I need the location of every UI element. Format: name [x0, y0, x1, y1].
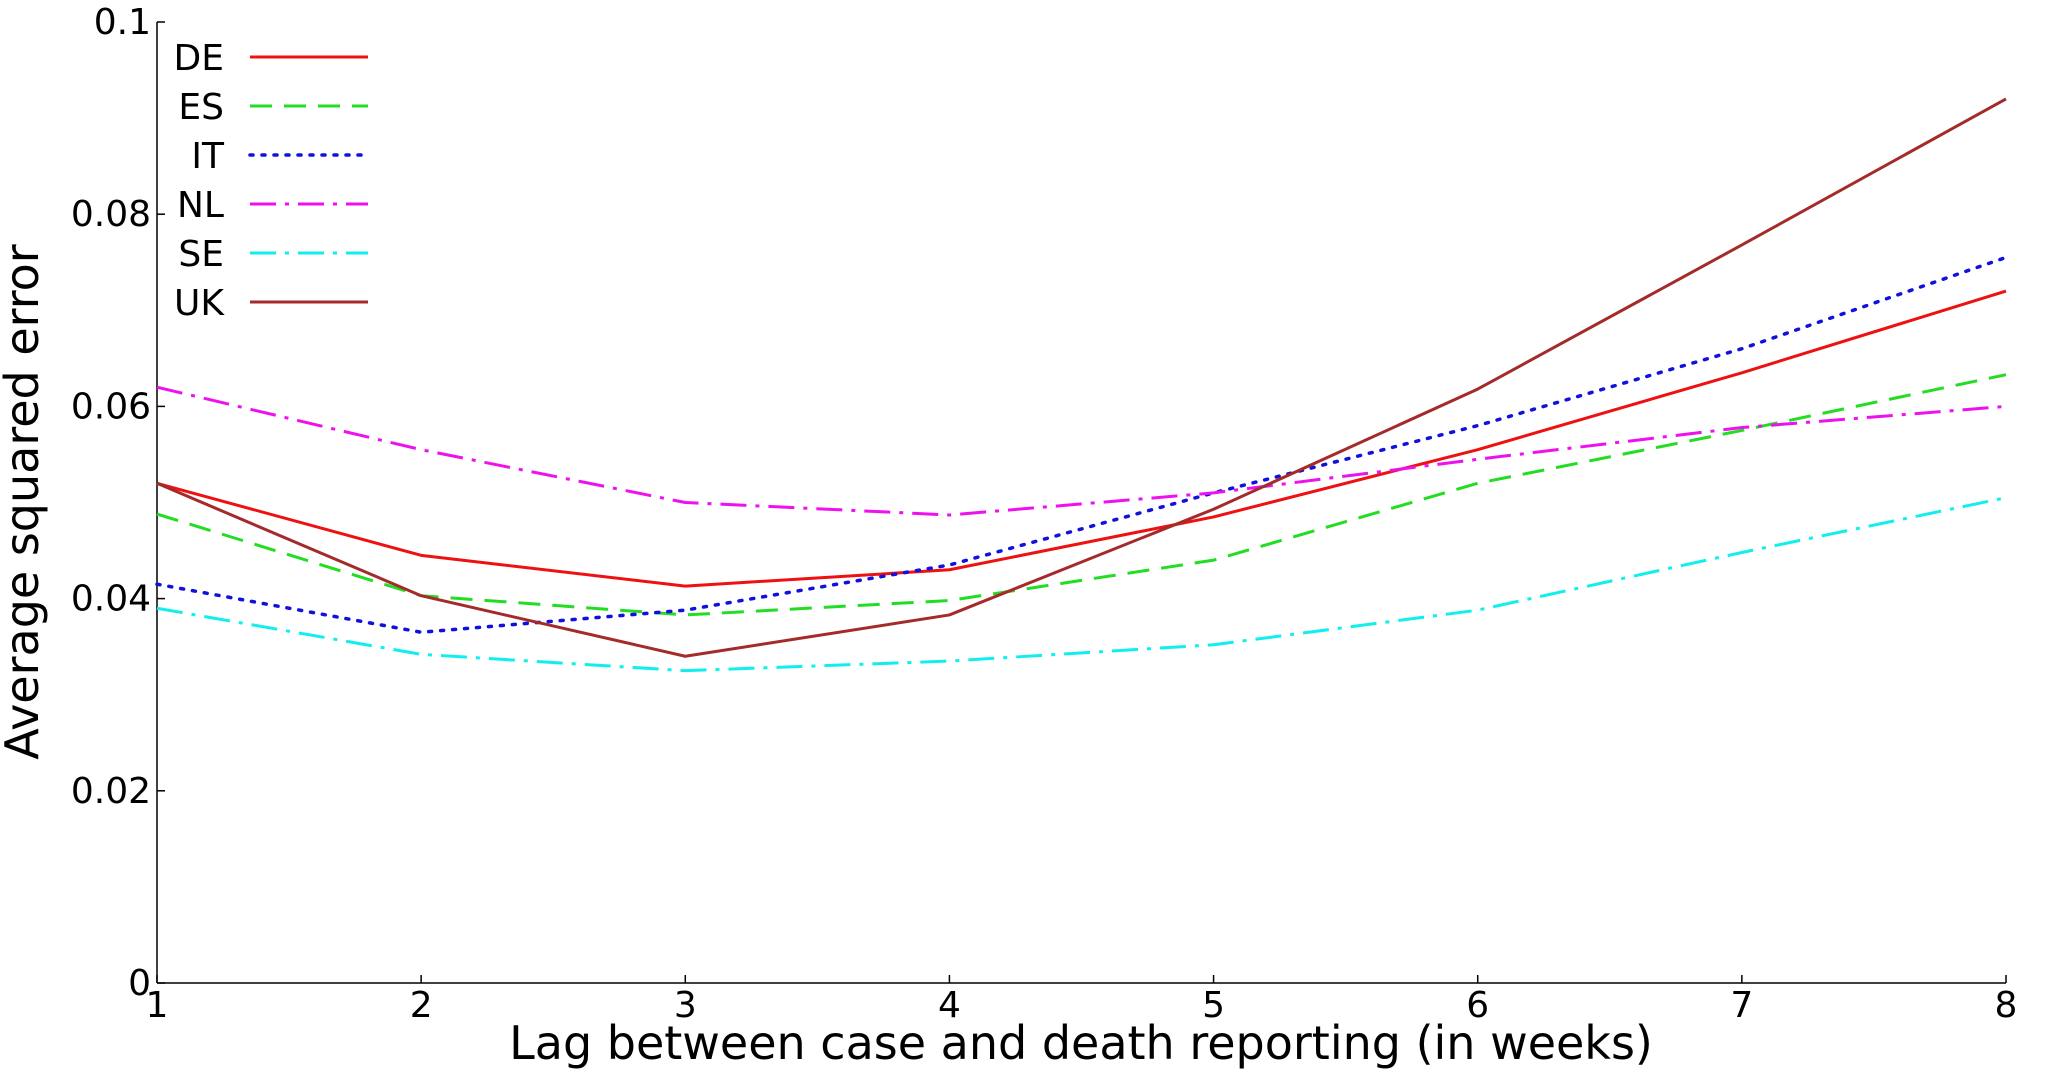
y-tick-label: 0.08: [71, 194, 151, 235]
x-tick-label: 2: [410, 985, 433, 1026]
x-tick-label: 7: [1730, 985, 1753, 1026]
series-group: [155, 97, 2008, 673]
legend-item-uk: UK: [174, 283, 368, 324]
legend-item-de: DE: [174, 38, 368, 79]
legend-item-se: SE: [178, 234, 368, 275]
legend-item-it: IT: [191, 136, 370, 177]
x-tick-label: 5: [1202, 985, 1225, 1026]
x-tick-label: 6: [1466, 985, 1489, 1026]
series-line-se: [156, 496, 2007, 673]
x-ticks: 1 2 3 4 5 6 7 8: [146, 975, 2018, 1026]
series-line-de: [156, 289, 2007, 588]
x-tick-label: 8: [1995, 985, 2018, 1026]
series-line-uk: [156, 97, 2007, 658]
y-tick-label: 0.06: [71, 386, 151, 427]
y-tick-label: 0: [128, 963, 151, 1004]
legend-item-nl: NL: [177, 185, 368, 226]
legend-label: DE: [174, 38, 224, 79]
x-axis-title: Lag between case and death reporting (in…: [509, 1016, 1653, 1070]
x-tick-label: 4: [938, 985, 961, 1026]
legend-label: SE: [178, 234, 224, 275]
x-tick-label: 1: [146, 985, 169, 1026]
legend-label: NL: [177, 185, 224, 226]
legend: DE ES IT NL SE UK: [174, 38, 370, 324]
axes: [156, 22, 2006, 984]
y-tick-label: 0.02: [71, 771, 151, 812]
y-tick-label: 0.1: [94, 2, 151, 43]
legend-label: UK: [174, 283, 225, 324]
legend-item-es: ES: [178, 87, 368, 128]
series-line-it: [155, 255, 2008, 634]
x-tick-label: 3: [674, 985, 697, 1026]
legend-label: IT: [191, 136, 225, 177]
y-ticks: 0 0.02 0.04 0.06 0.08 0.1: [71, 2, 165, 1004]
series-line-nl: [156, 385, 2007, 517]
y-tick-label: 0.04: [71, 579, 151, 620]
series-line-es: [156, 373, 2007, 617]
legend-label: ES: [178, 87, 224, 128]
y-axis-title: Average squared error: [0, 244, 49, 759]
